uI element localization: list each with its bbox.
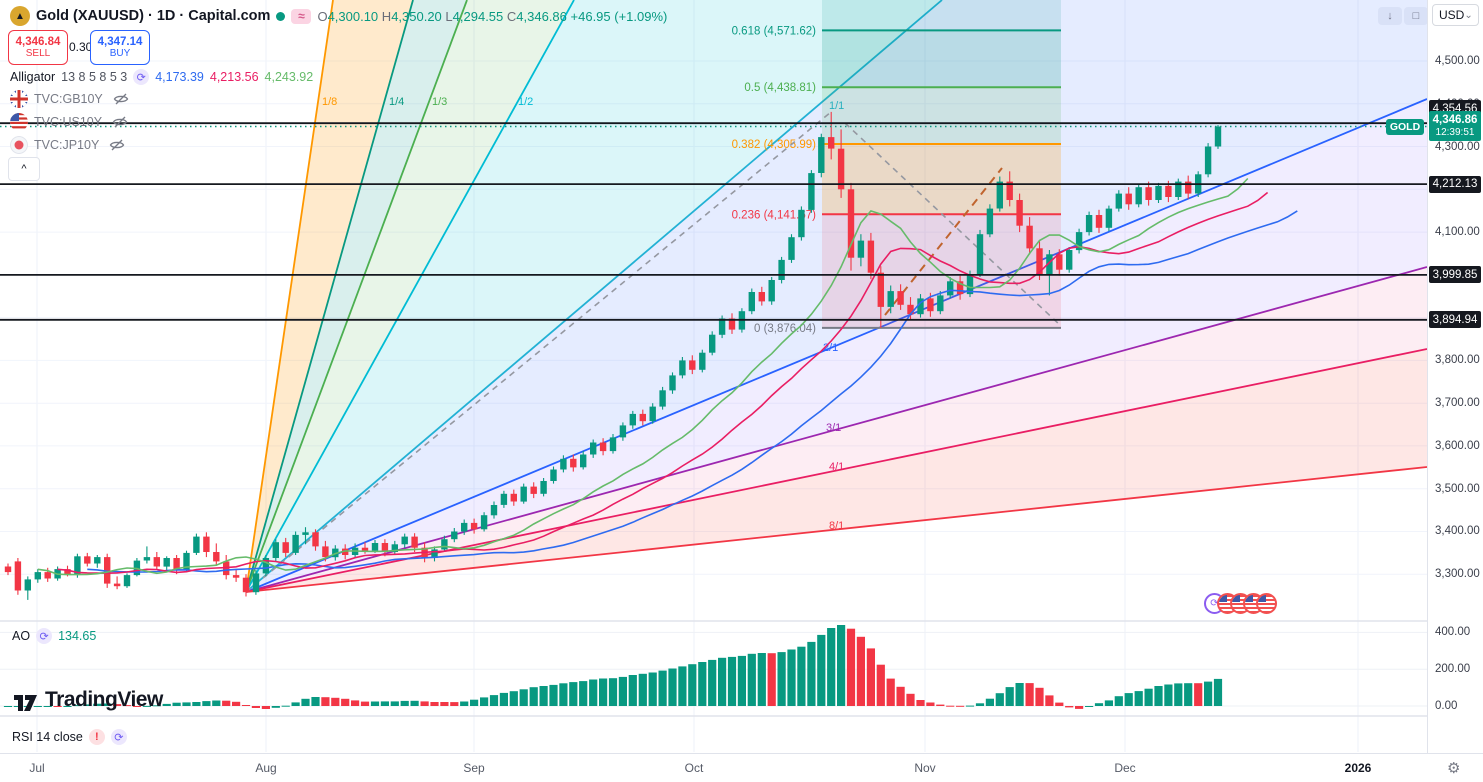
- price-tick: 4,300.00: [1435, 140, 1480, 153]
- price-tick: 3,700.00: [1435, 397, 1480, 410]
- svg-text:1/2: 1/2: [518, 96, 533, 108]
- price-line-label: 4,212.13: [1429, 175, 1481, 193]
- ao-tick: 0.00: [1435, 700, 1458, 712]
- sell-button[interactable]: 4,346.84 SELL: [8, 30, 68, 65]
- time-axis-label: Oct: [684, 761, 704, 775]
- market-status-icon[interactable]: [276, 11, 286, 21]
- symbol-title[interactable]: Gold (XAUUSD) · 1D · Capital.com: [36, 8, 271, 24]
- price-line-label: 3,894.94: [1429, 311, 1481, 329]
- eye-off-icon[interactable]: [112, 114, 128, 130]
- eye-off-icon[interactable]: [109, 137, 125, 153]
- price-tick: 3,300.00: [1435, 568, 1480, 581]
- rsi-name: RSI 14 close: [12, 730, 83, 744]
- svg-text:0 (3,876.04): 0 (3,876.04): [754, 323, 816, 335]
- tradingview-logo-icon: [14, 694, 37, 711]
- gann-fan[interactable]: 1/81/41/31/21/12/13/14/18/1: [245, 0, 1427, 593]
- ao-histogram[interactable]: [3, 625, 1223, 709]
- alligator-name: Alligator: [10, 70, 56, 84]
- us-flag-icon: [10, 113, 28, 131]
- gb-flag-icon: [10, 90, 28, 108]
- svg-text:8/1: 8/1: [829, 520, 844, 532]
- approx-data-icon[interactable]: ≈: [291, 8, 312, 24]
- ao-tick: 200.00: [1435, 663, 1471, 676]
- time-axis-label: Aug: [255, 761, 277, 775]
- compare-symbol-jp10y[interactable]: TVC:JP10Y: [10, 136, 125, 154]
- svg-text:1/4: 1/4: [389, 96, 404, 108]
- svg-text:0.236 (4,141.67): 0.236 (4,141.67): [732, 209, 817, 221]
- time-axis-label: Dec: [1114, 761, 1136, 775]
- price-tick: 4,500.00: [1435, 55, 1480, 67]
- price-chart-canvas[interactable]: 1/81/41/31/21/12/13/14/18/10.618 (4,571.…: [0, 0, 1427, 753]
- ao-value: 134.65: [58, 629, 97, 643]
- svg-text:0.618 (4,571.62): 0.618 (4,571.62): [732, 25, 817, 37]
- price-tick: 4,100.00: [1435, 226, 1480, 239]
- ao-tick: 400.00: [1435, 626, 1471, 639]
- currency-dropdown[interactable]: USD ⌄: [1432, 4, 1479, 26]
- svg-text:4/1: 4/1: [829, 461, 844, 473]
- change-value: +46.95 (+1.09%): [570, 8, 668, 24]
- svg-text:0.382 (4,305.99): 0.382 (4,305.99): [732, 139, 817, 151]
- rsi-legend[interactable]: RSI 14 close ! ⟳: [12, 729, 127, 745]
- loading-icon: ⟳: [110, 729, 127, 745]
- jp-flag-icon: [10, 136, 28, 154]
- pane-move-down-button[interactable]: ↓: [1378, 7, 1402, 25]
- alligator-teeth-value: 4,213.56: [209, 70, 259, 84]
- eye-off-icon[interactable]: [113, 91, 129, 107]
- time-axis-label: Sep: [463, 761, 485, 775]
- symbol-legend[interactable]: ▲ Gold (XAUUSD) · 1D · Capital.com ≈ O4,…: [10, 6, 667, 26]
- svg-text:1/1: 1/1: [829, 100, 844, 112]
- error-icon: !: [88, 729, 105, 745]
- ohlc-values: O4,300.10 H4,350.20 L4,294.55 C4,346.86 …: [317, 8, 668, 24]
- pane-maximize-button[interactable]: □: [1404, 7, 1428, 25]
- gear-icon[interactable]: ⚙: [1447, 760, 1461, 777]
- compare-symbol-us10y[interactable]: TVC:US10Y: [10, 113, 128, 131]
- compare-symbol-gb10y[interactable]: TVC:GB10Y: [10, 90, 129, 108]
- ao-name: AO: [12, 629, 31, 643]
- alligator-lines: [37, 177, 1298, 576]
- svg-text:1/8: 1/8: [322, 96, 337, 108]
- compare-series-loading-cluster: ⟳: [1204, 593, 1277, 614]
- price-tick: 3,500.00: [1435, 482, 1480, 495]
- price-tick: 3,400.00: [1435, 525, 1480, 538]
- alligator-legend[interactable]: Alligator 13 8 5 8 5 3 ⟳ 4,173.39 4,213.…: [10, 69, 313, 85]
- gold-price-tag: GOLD: [1386, 119, 1424, 135]
- axis-separator: [1427, 0, 1428, 782]
- gridlines: [0, 0, 1427, 752]
- chart-overlays: ▲ Gold (XAUUSD) · 1D · Capital.com ≈ O4,…: [8, 6, 1428, 745]
- svg-text:0.5 (4,438.81): 0.5 (4,438.81): [744, 82, 816, 94]
- alligator-jaw-value: 4,173.39: [155, 70, 204, 84]
- price-lines[interactable]: [0, 122, 1427, 321]
- price-tick: 3,600.00: [1435, 439, 1480, 452]
- time-axis[interactable]: ⚙ Jul Aug Sep Oct Nov Dec 2026: [0, 753, 1483, 782]
- chevron-down-icon: ⌄: [1464, 9, 1473, 21]
- svg-text:3/1: 3/1: [826, 422, 841, 434]
- legend-collapse-button[interactable]: ^: [8, 157, 40, 181]
- price-line-label: 3,999.85: [1429, 266, 1481, 284]
- time-axis-label: Jul: [29, 761, 45, 775]
- svg-text:1/3: 1/3: [432, 96, 447, 108]
- alligator-params: 13 8 5 8 5 3: [61, 70, 128, 84]
- collapse-icon: ^: [21, 163, 27, 175]
- pane-separators[interactable]: [0, 620, 1427, 717]
- time-axis-label: Nov: [914, 761, 936, 775]
- candles[interactable]: [4, 111, 1222, 600]
- us-flag-icon: [1256, 593, 1277, 614]
- time-axis-label: 2026: [1344, 761, 1372, 775]
- tradingview-watermark[interactable]: TradingView: [14, 688, 163, 712]
- trendlines[interactable]: [245, 111, 1062, 593]
- symbol-logo-icon: ▲: [10, 6, 30, 26]
- spread-value: 0.30: [69, 40, 93, 54]
- current-price-label: 4,346.86 12:39:51: [1429, 111, 1481, 141]
- price-tick: 3,800.00: [1435, 354, 1480, 367]
- loading-icon: ⟳: [36, 628, 53, 644]
- alligator-lips-value: 4,243.92: [264, 70, 314, 84]
- ao-legend[interactable]: AO ⟳ 134.65: [12, 628, 96, 644]
- buy-button[interactable]: 4,347.14 BUY: [90, 30, 150, 65]
- loading-icon: ⟳: [133, 69, 150, 85]
- price-axis[interactable]: USD ⌄ 4,500.004,400.004,300.004,100.003,…: [1428, 0, 1483, 753]
